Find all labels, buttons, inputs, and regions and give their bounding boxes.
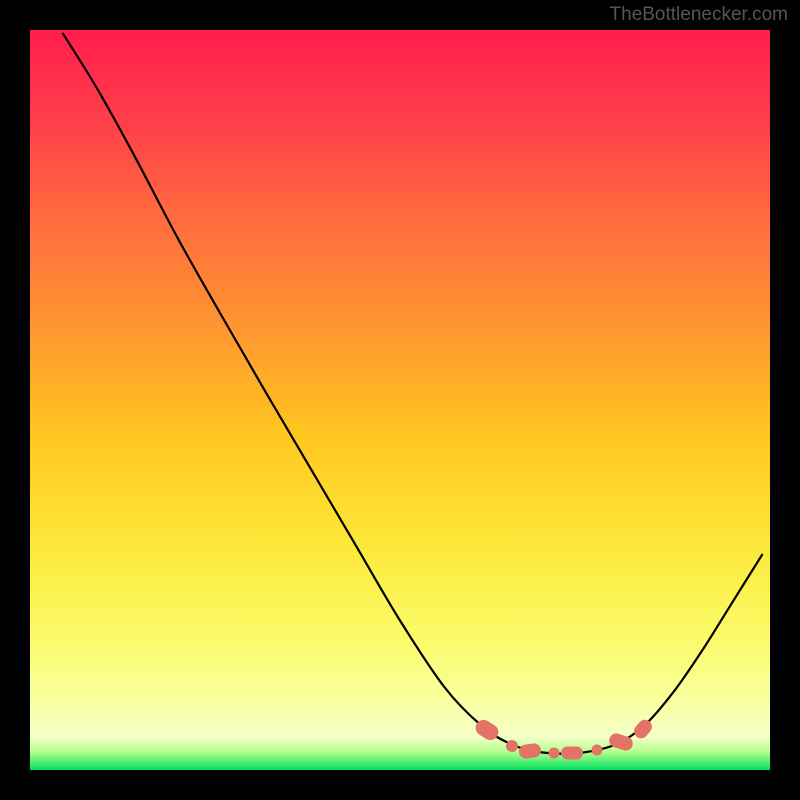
- curve-marker: [561, 746, 583, 759]
- chart-area: [30, 30, 770, 770]
- curve-marker: [548, 747, 559, 758]
- curve-marker: [591, 745, 602, 756]
- curve-marker: [506, 740, 518, 752]
- curve-line: [30, 30, 770, 770]
- watermark-text: TheBottlenecker.com: [610, 4, 788, 26]
